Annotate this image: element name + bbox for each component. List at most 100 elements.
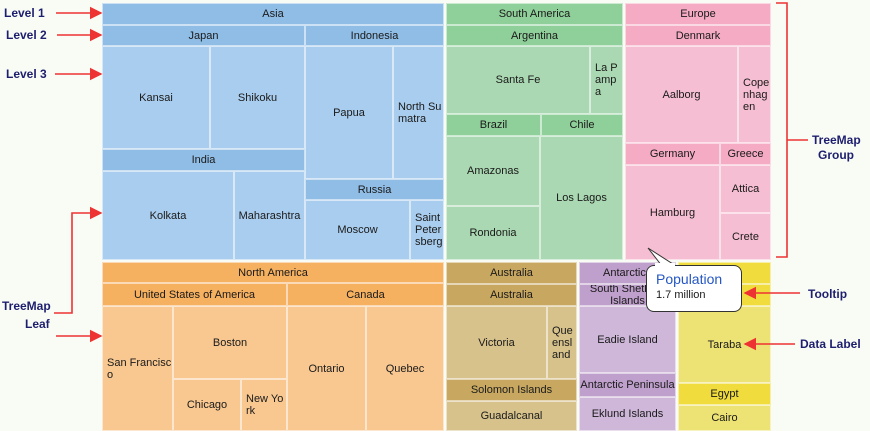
annotation-level2: Level 2 bbox=[6, 28, 47, 42]
tile-label: Amazonas bbox=[467, 165, 519, 177]
tile-label: Russia bbox=[357, 183, 392, 196]
tile-label: Aalborg bbox=[662, 88, 701, 101]
treemap-leaf-rondonia[interactable]: Rondonia bbox=[446, 206, 540, 260]
treemap-group-russia[interactable]: Russia bbox=[305, 179, 444, 200]
treemap-group-denmark[interactable]: Denmark bbox=[625, 25, 771, 46]
treemap-leaf-copenhagen[interactable]: Copenhagen bbox=[738, 46, 771, 143]
treemap-leaf-attica[interactable]: Attica bbox=[720, 165, 771, 213]
tile-label: Attica bbox=[731, 183, 760, 195]
tile-label: New York bbox=[246, 393, 284, 417]
tile-label: Papua bbox=[333, 106, 365, 119]
tile-label: South Shetland Islands bbox=[589, 284, 666, 306]
treemap-leaf-guadalcanal[interactable]: Guadalcanal bbox=[446, 401, 577, 431]
treemap-group-japan[interactable]: Japan bbox=[102, 25, 305, 46]
treemap-leaf-crete[interactable]: Crete bbox=[720, 213, 771, 260]
arrow-leaf-upper bbox=[54, 206, 103, 314]
treemap-leaf-santa-fe[interactable]: Santa Fe bbox=[446, 46, 590, 114]
treemap-group-greece[interactable]: Greece bbox=[720, 143, 771, 165]
treemap-leaf-kansai[interactable]: Kansai bbox=[102, 46, 210, 149]
treemap-leaf-quebec[interactable]: Quebec bbox=[366, 306, 444, 431]
tile-label: Cairo bbox=[711, 412, 738, 424]
treemap-group-canada[interactable]: Canada bbox=[287, 283, 444, 306]
tile-label: South America bbox=[498, 8, 571, 20]
treemap-leaf-eadie-island[interactable]: Eadie Island bbox=[579, 306, 676, 373]
treemap-leaf-aalborg[interactable]: Aalborg bbox=[625, 46, 738, 143]
treemap-leaf-los-lagos[interactable]: Los Lagos bbox=[540, 136, 623, 260]
treemap-leaf-ontario[interactable]: Ontario bbox=[287, 306, 366, 431]
treemap-leaf-maharashtra[interactable]: Maharashtra bbox=[234, 171, 305, 260]
treemap-group-united-states-of-america[interactable]: United States of America bbox=[102, 283, 287, 306]
treemap-leaf-victoria[interactable]: Victoria bbox=[446, 306, 547, 379]
tile-label: Eadie Island bbox=[597, 333, 658, 346]
tile-label: Asia bbox=[262, 8, 284, 20]
tile-label: San Francisco bbox=[107, 356, 172, 381]
treemap-group-south-america[interactable]: South America bbox=[446, 3, 623, 25]
tile-label: Denmark bbox=[675, 29, 721, 42]
tooltip: Population 1.7 million bbox=[646, 265, 742, 312]
group-bracket bbox=[776, 2, 788, 258]
tooltip-title: Population bbox=[656, 271, 723, 287]
tile-label: Antarctica bbox=[603, 267, 652, 279]
annotation-level3: Level 3 bbox=[6, 67, 47, 81]
tile-label: La Pampa bbox=[595, 62, 618, 98]
treemap-group-solomon-islands[interactable]: Solomon Islands bbox=[446, 379, 577, 401]
treemap-group-chile[interactable]: Chile bbox=[541, 114, 623, 136]
treemap-leaf-north-sumatra[interactable]: North Sumatra bbox=[393, 46, 444, 179]
treemap-group-egypt[interactable]: Egypt bbox=[678, 383, 771, 405]
treemap-leaf-new-york[interactable]: New York bbox=[241, 379, 287, 431]
treemap-group-asia[interactable]: Asia bbox=[102, 3, 444, 25]
annotation-leaf-line1: TreeMap bbox=[2, 299, 51, 313]
tile-label: Boston bbox=[212, 336, 248, 349]
tile-label: North America bbox=[238, 266, 308, 279]
treemap-leaf-saint-petersberg[interactable]: Saint Petersberg bbox=[410, 200, 444, 260]
tile-label: Brazil bbox=[479, 119, 508, 131]
tile-label: Kolkata bbox=[149, 209, 187, 222]
treemap-leaf-san-francisco[interactable]: San Francisco bbox=[102, 306, 173, 431]
annotation-level1: Level 1 bbox=[4, 6, 45, 20]
treemap-group-germany[interactable]: Germany bbox=[625, 143, 720, 165]
treemap-leaf-kolkata[interactable]: Kolkata bbox=[102, 171, 234, 260]
treemap-leaf-amazonas[interactable]: Amazonas bbox=[446, 136, 540, 206]
treemap-leaf-queensland[interactable]: Queensland bbox=[547, 306, 577, 379]
annotation-leaf-line2: Leaf bbox=[25, 317, 50, 331]
tile-label: Egypt bbox=[710, 388, 739, 400]
treemap-group-europe[interactable]: Europe bbox=[625, 3, 771, 25]
tile-label: Hamburg bbox=[649, 206, 696, 219]
tile-label: Maharashtra bbox=[238, 209, 301, 222]
treemap-leaf-papua[interactable]: Papua bbox=[305, 46, 393, 179]
tooltip-value: 1.7 million bbox=[656, 289, 706, 301]
treemap-leaf-cairo[interactable]: Cairo bbox=[678, 405, 771, 431]
tile-label: Eklund Islands bbox=[591, 408, 664, 420]
treemap-group-north-america[interactable]: North America bbox=[102, 262, 444, 283]
tile-label: Copenhagen bbox=[743, 76, 770, 113]
treemap-leaf-chicago[interactable]: Chicago bbox=[173, 379, 241, 431]
treemap-group-india[interactable]: India bbox=[102, 149, 305, 171]
treemap-group-argentina[interactable]: Argentina bbox=[446, 25, 623, 46]
tile-label: Ontario bbox=[308, 362, 345, 375]
treemap-group-brazil[interactable]: Brazil bbox=[446, 114, 541, 136]
treemap-leaf-eklund-islands[interactable]: Eklund Islands bbox=[579, 397, 676, 431]
treemap-leaf-boston[interactable]: Boston bbox=[173, 306, 287, 379]
tile-label: India bbox=[191, 154, 216, 166]
tile-label: Moscow bbox=[337, 224, 378, 236]
tile-label: Australia bbox=[490, 267, 533, 279]
annotation-data-label: Data Label bbox=[800, 337, 861, 351]
tile-label: Santa Fe bbox=[495, 74, 541, 86]
treemap-group-australia[interactable]: Australia bbox=[446, 284, 577, 306]
treemap-group-australia[interactable]: Australia bbox=[446, 262, 577, 284]
tile-label: Guadalcanal bbox=[480, 410, 543, 422]
tile-label: Crete bbox=[732, 230, 759, 243]
treemap-leaf-moscow[interactable]: Moscow bbox=[305, 200, 410, 260]
tile-label: Rondonia bbox=[469, 227, 517, 239]
treemap-group-antarctic-peninsula[interactable]: Antarctic Peninsula bbox=[579, 373, 676, 397]
treemap-leaf-shikoku[interactable]: Shikoku bbox=[210, 46, 305, 149]
treemap-leaf-hamburg[interactable]: Hamburg bbox=[625, 165, 720, 260]
tile-label: Canada bbox=[346, 288, 385, 301]
tile-label: Shikoku bbox=[237, 91, 278, 104]
tile-label: Indonesia bbox=[350, 29, 399, 42]
treemap-group-indonesia[interactable]: Indonesia bbox=[305, 25, 444, 46]
treemap-leaf-la-pampa[interactable]: La Pampa bbox=[590, 46, 623, 114]
tooltip-tail-join bbox=[655, 263, 675, 267]
tile-label: Quebec bbox=[385, 362, 425, 375]
